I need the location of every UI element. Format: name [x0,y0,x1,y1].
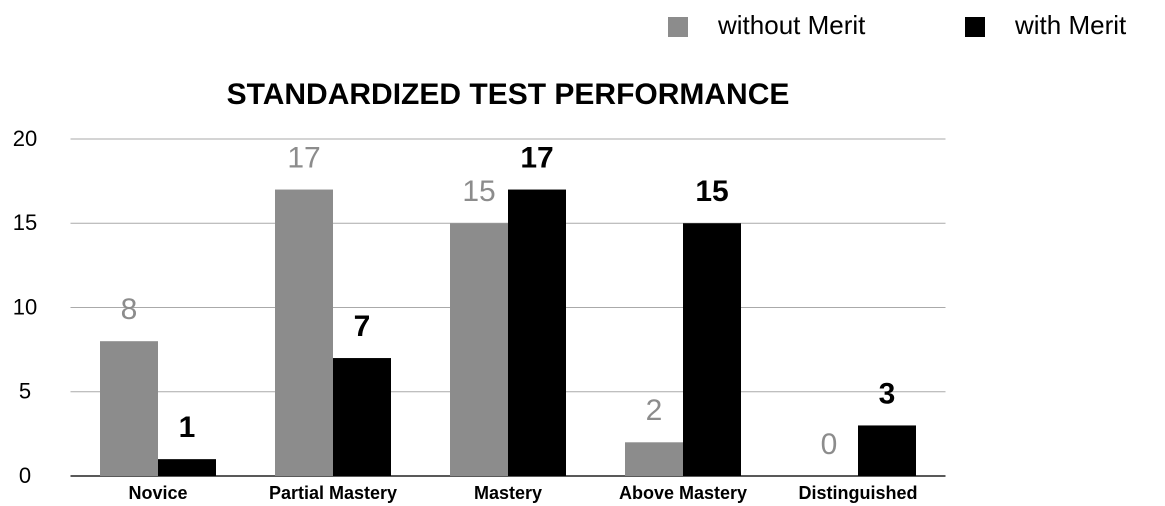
x-tick-label: Partial Mastery [269,483,397,503]
legend-swatch [668,17,688,37]
y-tick-label: 20 [13,126,37,151]
y-tick-label: 10 [13,294,37,319]
bar [683,223,741,476]
y-tick-label: 5 [19,379,31,404]
bar [158,459,216,476]
chart-title: STANDARDIZED TEST PERFORMANCE [227,78,790,111]
bar [333,358,391,476]
bar [508,189,566,477]
bar [450,223,508,476]
x-tick-label: Distinguished [798,483,917,503]
data-label: 3 [879,377,896,410]
bar [625,442,683,476]
legend-label: without Merit [717,10,866,40]
y-tick-label: 0 [19,463,31,488]
bar [858,425,916,476]
data-label: 15 [462,175,495,208]
data-label: 0 [821,428,838,461]
data-label: 17 [520,141,553,174]
data-label: 17 [287,141,320,174]
legend-label: with Merit [1014,10,1127,40]
bar [100,341,158,476]
data-label: 2 [646,394,663,427]
data-label: 7 [354,310,371,343]
x-tick-label: Above Mastery [619,483,747,503]
data-label: 8 [121,293,138,326]
data-label: 15 [695,175,728,208]
data-label: 1 [179,411,196,444]
legend-swatch [965,17,985,37]
x-tick-label: Mastery [474,483,542,503]
bar [275,189,333,477]
y-tick-label: 15 [13,210,37,235]
x-tick-label: Novice [128,483,187,503]
